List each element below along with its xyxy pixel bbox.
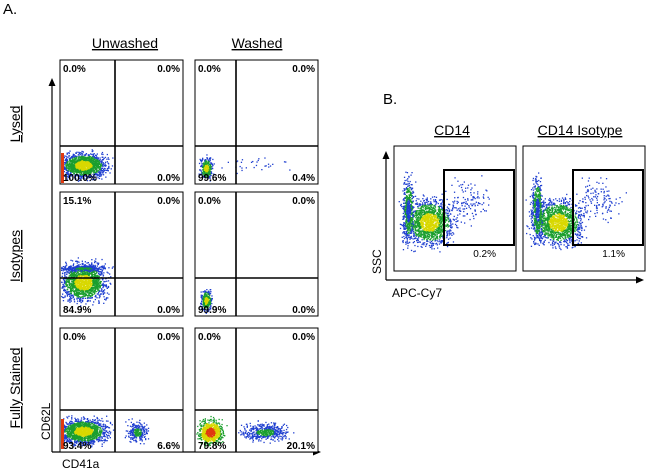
- flow-plot: 0.0% 0.0% 100.0% 0.0%: [59, 59, 184, 185]
- quadrant-upper-right-percent: 0.0%: [292, 64, 315, 75]
- plot-frame: [522, 145, 646, 272]
- ssc-plot: 1.1%: [522, 145, 646, 272]
- quadrant-lower-right-percent: 0.0%: [292, 305, 315, 316]
- quadrant-upper-left-percent: 0.0%: [63, 64, 86, 75]
- event-dots: [525, 172, 627, 251]
- event-dots: [61, 149, 114, 183]
- ssc-plot: 0.2%: [393, 145, 517, 272]
- panel-b-x-axis-arrow: [636, 276, 644, 284]
- flow-plot: 0.0% 0.0% 99.9% 0.0%: [194, 191, 319, 317]
- quadrant-lower-left-percent: 93.4%: [63, 441, 91, 452]
- panel-b-plot-row: 0.2% 1.1%: [393, 145, 646, 272]
- panel-b-x-axis-label: APC-Cy7: [392, 286, 442, 300]
- quadrant-upper-left-percent: 0.0%: [63, 332, 86, 343]
- panel-b-y-axis-arrow: [382, 151, 390, 159]
- quadrant-upper-right-percent: 0.0%: [292, 332, 315, 343]
- flow-plot: 15.1% 0.0% 84.9% 0.0%: [59, 191, 184, 317]
- event-dots: [198, 154, 291, 182]
- quadrant-upper-right-percent: 0.0%: [157, 332, 180, 343]
- column-header-cd14-isotype: CD14 Isotype: [538, 122, 623, 138]
- cd14-gate: [572, 169, 644, 246]
- event-dots: [199, 289, 213, 314]
- quadrant-upper-right-percent: 0.0%: [292, 196, 315, 207]
- column-header-unwashed: Unwashed: [92, 35, 158, 51]
- row-header-fully-stained: Fully Stained: [7, 348, 23, 429]
- panel-b-y-axis-label: SSC: [370, 249, 384, 274]
- quadrant-lower-left-percent: 79.8%: [198, 441, 226, 452]
- row-header-isotypes: Isotypes: [7, 230, 23, 282]
- quadrant-lower-right-percent: 0.0%: [157, 173, 180, 184]
- quadrant-lower-right-percent: 0.0%: [157, 305, 180, 316]
- flow-plot: 0.0% 0.0% 93.4% 6.6%: [59, 327, 184, 453]
- panel-a-y-axis-arrow: [48, 78, 56, 86]
- panel-a-x-axis-label: CD41a: [62, 457, 100, 471]
- event-dots: [61, 415, 150, 449]
- quadrant-upper-left-percent: 0.0%: [198, 64, 221, 75]
- panel-a-y-axis-label: CD62L: [39, 402, 53, 440]
- plot-frame: [393, 145, 517, 272]
- quadrant-upper-right-percent: 0.0%: [157, 196, 180, 207]
- quadrant-upper-right-percent: 0.0%: [157, 64, 180, 75]
- flow-plot: 0.0% 0.0% 79.8% 20.1%: [194, 327, 319, 453]
- panel-a-plot-grid: 0.0% 0.0% 100.0% 0.0% 0.0% 0.0% 99.6% 0.4% 15.1%…: [59, 59, 319, 453]
- plot-frame: [59, 191, 184, 317]
- quadrant-lower-left-percent: 100.0%: [63, 173, 97, 184]
- gate-percent: 0.2%: [473, 249, 496, 260]
- plot-frame: [194, 59, 319, 185]
- panel-a-label: A.: [3, 1, 17, 18]
- quadrant-lower-right-percent: 0.4%: [292, 173, 315, 184]
- panel-b-label: B.: [383, 91, 397, 108]
- quadrant-upper-left-percent: 0.0%: [198, 196, 221, 207]
- column-header-cd14: CD14: [434, 122, 470, 138]
- column-header-washed: Washed: [232, 35, 283, 51]
- event-dots: [196, 415, 295, 448]
- quadrant-lower-left-percent: 99.9%: [198, 305, 226, 316]
- quadrant-upper-left-percent: 0.0%: [198, 332, 221, 343]
- cd14-gate: [443, 169, 515, 246]
- plot-frame: [194, 191, 319, 317]
- quadrant-lower-right-percent: 20.1%: [287, 441, 315, 452]
- row-header-lysed: Lysed: [7, 106, 23, 143]
- flow-plot: 0.0% 0.0% 99.6% 0.4%: [194, 59, 319, 185]
- quadrant-lower-left-percent: 84.9%: [63, 305, 91, 316]
- quadrant-lower-left-percent: 99.6%: [198, 173, 226, 184]
- quadrant-lower-right-percent: 6.6%: [157, 441, 180, 452]
- quadrant-upper-left-percent: 15.1%: [63, 196, 91, 207]
- gate-percent: 1.1%: [602, 249, 625, 260]
